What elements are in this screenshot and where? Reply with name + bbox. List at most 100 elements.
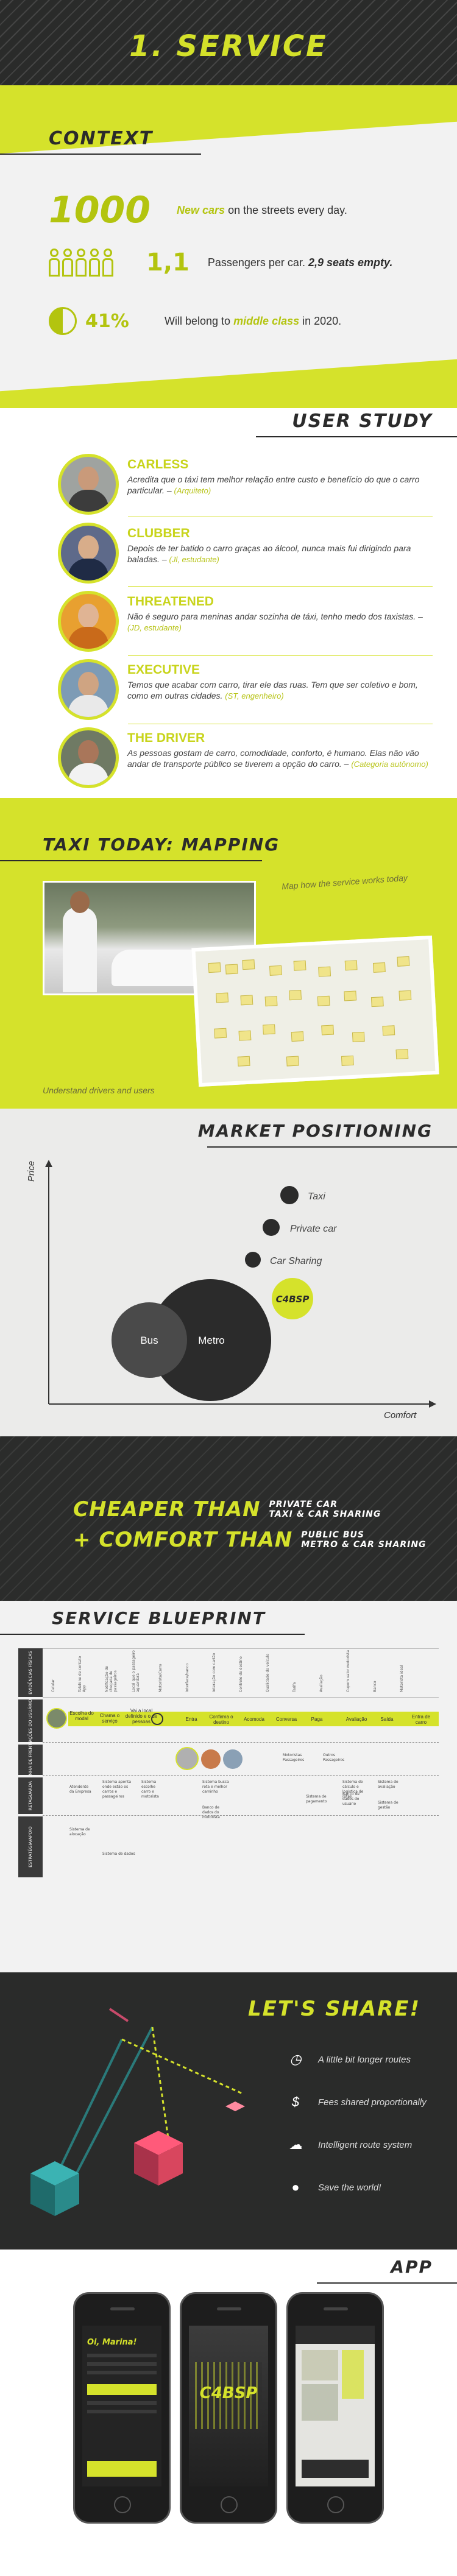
evidence-item: Telefone de contato App	[78, 1656, 87, 1692]
market-section: MARKET POSITIONING Price Comfort Taxi Pr…	[0, 1109, 457, 1436]
private-car-label: Private car	[290, 1224, 337, 1234]
mapping-title: TAXI TODAY: MAPPING	[43, 835, 280, 855]
evidence-item: Controle de destino	[239, 1656, 243, 1692]
phone-mockup	[286, 2292, 384, 2524]
profile-name: THE DRIVER	[127, 731, 205, 745]
step: Avaliação	[345, 1717, 367, 1722]
market-title: MARKET POSITIONING	[197, 1121, 433, 1141]
back-item: Sistema de cálculo e logística de rotas	[342, 1780, 364, 1799]
phone-mockup: C4BSP	[180, 2292, 277, 2524]
route-icon: ☁	[289, 2137, 302, 2152]
avatar	[58, 523, 119, 584]
mapping-board-photo	[191, 935, 439, 1087]
blueprint-rule	[0, 1634, 305, 1635]
share-title: LET'S SHARE!	[248, 1997, 420, 2021]
share-item: ☁ Intelligent route system	[286, 2136, 412, 2154]
profile-name: EXECUTIVE	[127, 663, 200, 677]
cars-number: 1000	[49, 189, 151, 231]
context-row-passengers: 1,1 Passengers per car. 2,9 seats empty.	[49, 249, 392, 277]
step: Paga	[311, 1717, 323, 1722]
passengers-text: Passengers per car. 2,9 seats empty.	[207, 256, 393, 269]
lane-support: ESTRATÉGIA/APOIO	[18, 1816, 43, 1877]
taxi-label: Taxi	[308, 1191, 325, 1202]
user-journey-bar	[68, 1712, 439, 1726]
evidence-item: Notificação de chegada de passageiros	[105, 1666, 118, 1692]
profile-quote: Temos que acabar com carro, tirar ele da…	[127, 680, 418, 700]
cheaper-line2: TAXI & CAR SHARING	[269, 1509, 381, 1519]
value-prop-section: CHEAPER THAN PRIVATE CAR TAXI & CAR SHARI…	[0, 1436, 457, 1601]
app-section: APP Oi, Marina! C4BSP	[0, 2250, 457, 2546]
step: Saída	[380, 1717, 394, 1722]
back-item: Sistema busca rota e melhor caminho	[202, 1780, 229, 1794]
app-logo: C4BSP	[199, 2384, 258, 2402]
cars-text: New cars on the streets every day.	[177, 203, 347, 216]
front-item: Motoristas Passageiros	[283, 1753, 305, 1762]
evidence-item: Motorista ideal	[400, 1665, 404, 1692]
hero-pattern	[0, 0, 457, 85]
car-sharing-dot	[245, 1252, 261, 1268]
context-title: CONTEXT	[49, 128, 154, 149]
context-row-class: 41% Will belong to middle class in 2020.	[49, 307, 341, 335]
avatar	[58, 659, 119, 720]
step: Entra de carro	[411, 1714, 431, 1725]
caption-understand: Understand drivers and users	[43, 1085, 155, 1095]
evidence-item: Motorista/Carro	[158, 1664, 163, 1692]
passengers-ratio: 1,1	[146, 249, 190, 277]
profile-quote: Depois de ter batido o carro graças ao á…	[127, 543, 411, 564]
x-axis-label: Comfort	[384, 1410, 417, 1420]
comfort-title: + COMFORT THAN	[73, 1528, 293, 1552]
lane-front: LINHA DE FRENTE	[18, 1741, 43, 1779]
share-item: ● Save the world!	[286, 2178, 381, 2197]
bus-label: Bus	[140, 1335, 158, 1346]
share-item: ◷ A little bit longer routes	[286, 2050, 411, 2069]
avatar	[58, 727, 119, 788]
profile-clubber: CLUBBER Depois de ter batido o carro gra…	[58, 523, 436, 584]
lane-back: RETAGUARDA	[18, 1777, 43, 1814]
pie-chart-icon	[49, 307, 77, 335]
share-section: LET'S SHARE! ◷ A little bit longer routes…	[0, 1972, 457, 2250]
step: Vai a local definido e o de pessoas	[125, 1708, 158, 1724]
cheaper-row: CHEAPER THAN PRIVATE CAR TAXI & CAR SHARI…	[73, 1497, 381, 1522]
page-title: 1. SERVICE	[129, 29, 328, 63]
evidence-item: Avaliação	[319, 1674, 324, 1692]
globe-icon: ●	[291, 2179, 300, 2195]
profile-quote: Não é seguro para meninas andar sozinha …	[127, 612, 423, 632]
profile-threatened: THREATENED Não é seguro para meninas and…	[58, 591, 436, 652]
mapping-rule	[0, 860, 262, 861]
lane-evidence: EVIDÊNCIAS FÍSICAS	[18, 1648, 43, 1697]
clock-icon: ◷	[289, 2052, 302, 2067]
user-study-rule	[256, 436, 457, 437]
evidence-item: Local que o passageiro aguardará	[132, 1650, 140, 1692]
step: Conversa	[275, 1717, 297, 1722]
back-item: Sistema aponta onde estão os carros e pa…	[102, 1780, 132, 1799]
caption-map: Map how the service works today	[281, 872, 408, 892]
comfort-row: + COMFORT THAN PUBLIC BUS METRO & CAR SHA…	[73, 1528, 427, 1552]
context-section: CONTEXT 1000 New cars on the streets eve…	[0, 85, 457, 396]
evidence-item: Celular	[51, 1679, 55, 1692]
share-illustration	[30, 2008, 245, 2216]
profile-executive: EXECUTIVE Temos que acabar com carro, ti…	[58, 659, 436, 720]
evidence-item: Interface/banco	[185, 1663, 190, 1692]
clock-icon	[151, 1713, 163, 1725]
app-title: APP	[391, 2257, 433, 2277]
profile-driver: THE DRIVER As pessoas gostam de carro, c…	[58, 727, 436, 788]
evidence-item: Banco	[373, 1681, 377, 1692]
market-rule	[207, 1146, 457, 1148]
comfort-line2: METRO & CAR SHARING	[301, 1540, 427, 1550]
share-item: $ Fees shared proportionally	[286, 2093, 427, 2111]
car-sharing-label: Car Sharing	[270, 1256, 322, 1266]
context-rule	[0, 154, 201, 155]
evidence-item: Cupom valor motorista	[346, 1650, 350, 1692]
y-axis-label: Price	[26, 1161, 37, 1182]
back-item: Sistema de gestão	[378, 1801, 399, 1810]
c4bsp-dot	[272, 1278, 313, 1319]
context-row-cars: 1000 New cars on the streets every day.	[49, 189, 347, 231]
profile-name: CLUBBER	[127, 526, 190, 540]
back-item: Atendente da Empresa	[69, 1785, 91, 1794]
evidence-item: Interação com cartão	[212, 1653, 216, 1692]
bus-circle	[112, 1302, 187, 1378]
phone-mockup: Oi, Marina!	[73, 2292, 171, 2524]
step: Chama o serviço	[99, 1713, 120, 1724]
profile-quote: Acredita que o táxi tem melhor relação e…	[127, 475, 420, 495]
